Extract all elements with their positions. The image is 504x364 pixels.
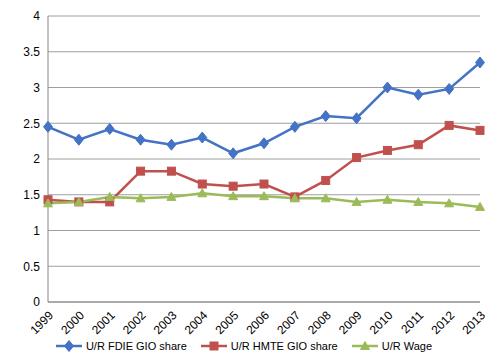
svg-text:2001: 2001 [89,308,118,337]
svg-text:4: 4 [33,9,40,23]
html-text:U/R FDIE GIO share: U/R FDIE GIO share [85,340,187,352]
svg-text:2010: 2010 [367,308,396,337]
svg-text:2003: 2003 [151,308,180,337]
svg-text:2008: 2008 [305,308,334,337]
svg-text:2005: 2005 [213,308,242,337]
svg-text:2: 2 [33,152,40,166]
svg-text:1999: 1999 [27,308,56,337]
svg-text:2012: 2012 [429,308,458,337]
html-text:U/R HMTE GIO share: U/R HMTE GIO share [230,340,338,352]
svg-text:2006: 2006 [243,308,272,337]
html-text:U/R Wage: U/R Wage [381,340,433,352]
svg-text:2007: 2007 [274,308,303,337]
svg-text:3: 3 [33,81,40,95]
svg-text:2013: 2013 [459,308,488,337]
svg-text:2011: 2011 [398,308,426,336]
svg-text:2000: 2000 [58,308,87,337]
svg-text:0.5: 0.5 [23,260,40,274]
svg-text:2009: 2009 [336,308,365,337]
svg-text:1: 1 [33,224,40,238]
svg-text:2004: 2004 [182,308,211,337]
svg-text:2002: 2002 [120,308,149,337]
svg-text:3.5: 3.5 [23,45,40,59]
svg-text:1.5: 1.5 [23,188,40,202]
svg-text:2.5: 2.5 [23,117,40,131]
svg-text:0: 0 [33,295,40,309]
